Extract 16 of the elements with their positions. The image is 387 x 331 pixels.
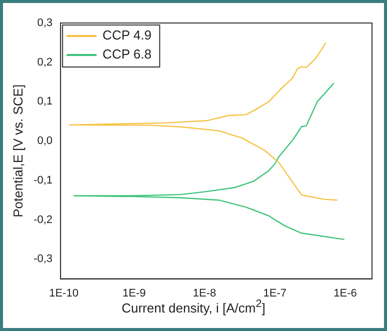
x-tick-label: 1E-8 [192,287,216,300]
y-tick-label: -0,2 [34,214,53,226]
legend-label: CCP 4.9 [102,28,152,43]
y-tick-label: 0,2 [37,56,53,68]
y-tick-label: 0,1 [37,96,53,108]
x-tick-label: 1E-7 [263,287,287,300]
x-tick-label: 1E-9 [122,287,146,300]
x-axis-title: Current density, i [A/cm$^{2}$] [120,298,266,316]
y-axis-title: Potential,E [V vs. SCE] [10,84,26,218]
x-tick-label: 1E-10 [49,287,78,300]
y-tick-label: -0,1 [34,174,53,186]
y-tick-label: 0,0 [37,135,53,148]
y-tick-label: -0,3 [34,253,53,266]
x-tick-label: 1E-6 [334,287,357,300]
legend-label: CCP 6.8 [102,46,152,62]
y-tick-label: 0,3 [37,17,53,30]
